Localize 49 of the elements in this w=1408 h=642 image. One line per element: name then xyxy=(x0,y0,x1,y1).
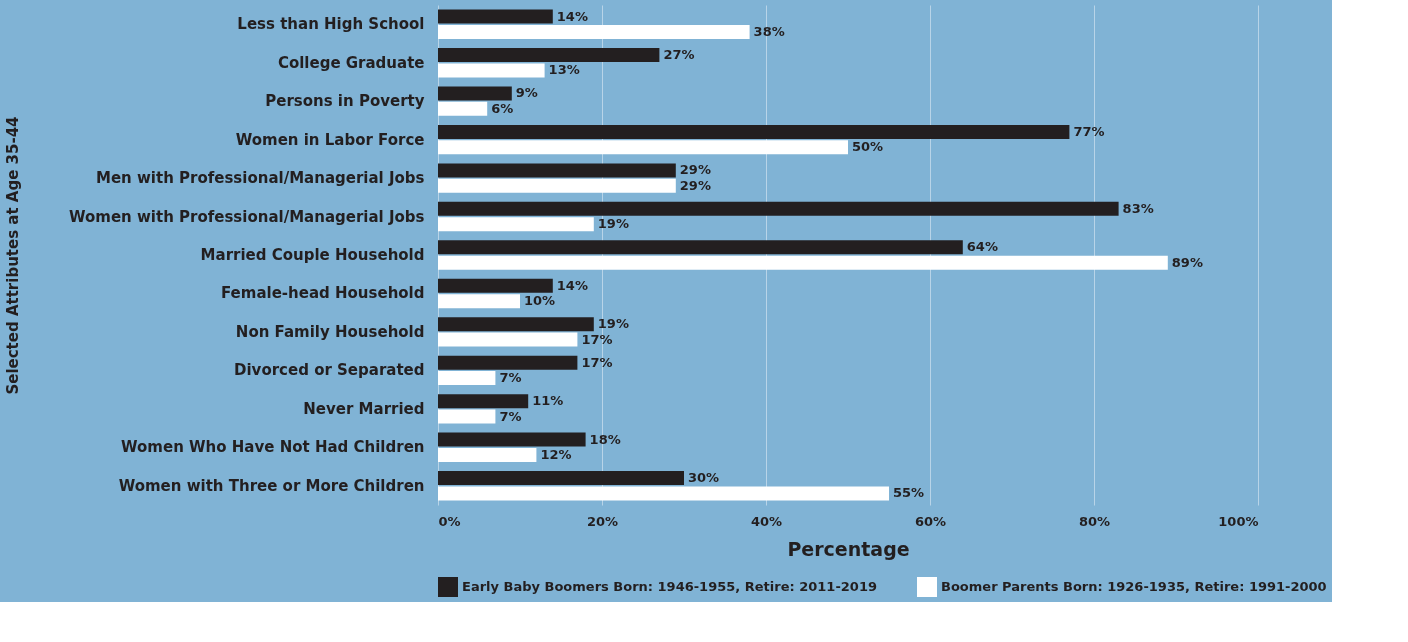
x-tick-label: 40% xyxy=(750,513,783,529)
data-label: 83% xyxy=(1122,200,1154,216)
data-label: 50% xyxy=(852,139,884,155)
x-axis-title: Percentage xyxy=(787,537,910,560)
data-label: 19% xyxy=(597,316,629,332)
data-label: 14% xyxy=(556,277,588,293)
y-axis-title: Selected Attributes at Age 35-44 xyxy=(3,116,22,395)
data-label: 64% xyxy=(966,239,998,255)
y-tick-label: Women Who Have Not Had Children xyxy=(121,438,425,457)
data-label: 7% xyxy=(499,408,522,424)
data-label: 27% xyxy=(663,47,695,62)
y-tick-label: Divorced or Separated xyxy=(234,361,425,380)
data-label: 89% xyxy=(1171,254,1203,270)
y-tick-label: College Graduate xyxy=(277,53,425,72)
data-label: 10% xyxy=(524,293,556,309)
y-tick-label: Men with Professional/Managerial Jobs xyxy=(95,169,425,188)
x-tick-label: 0% xyxy=(438,513,461,529)
data-label: 7% xyxy=(499,370,522,386)
data-label: 12% xyxy=(540,447,572,462)
data-label: 29% xyxy=(679,177,711,193)
y-tick-label: Women with Three or More Children xyxy=(118,476,425,495)
x-tick-label: 60% xyxy=(914,513,947,529)
data-label: 17% xyxy=(581,331,613,347)
data-label: 13% xyxy=(548,62,580,78)
x-tick-label: 80% xyxy=(1078,513,1111,529)
x-tick-label: 20% xyxy=(586,513,619,529)
y-tick-label: Female-head Household xyxy=(220,284,425,303)
y-tick-label: Married Couple Household xyxy=(200,246,425,264)
y-tick-label: Non Family Household xyxy=(235,322,425,341)
y-tick-label: Less than High School xyxy=(237,15,425,34)
legend-label: Boomer Parents Born: 1926-1935, Retire: 1991-2000 xyxy=(941,579,1327,594)
data-label: 14% xyxy=(556,8,588,24)
y-tick-label: Women in Labor Force xyxy=(235,130,425,149)
legend-label: Early Baby Boomers Born: 1946-1955, Retire: 2011-2019 xyxy=(462,579,877,594)
data-label: 30% xyxy=(688,470,720,486)
y-tick-label: Persons in Poverty xyxy=(265,92,425,111)
data-label: 18% xyxy=(589,431,621,447)
data-label: 11% xyxy=(532,393,564,409)
data-label: 17% xyxy=(581,354,613,370)
data-label: 6% xyxy=(491,100,514,116)
data-label: 55% xyxy=(893,485,925,501)
y-tick-label: Women with Professional/Managerial Jobs xyxy=(68,207,425,226)
data-label: 9% xyxy=(515,85,538,101)
data-label: 77% xyxy=(1073,123,1105,139)
data-label: 38% xyxy=(753,23,785,39)
data-label: 19% xyxy=(597,216,629,232)
data-label: 29% xyxy=(679,162,711,178)
y-tick-label: Never Married xyxy=(303,399,425,418)
x-tick-label: 100% xyxy=(1218,513,1259,529)
